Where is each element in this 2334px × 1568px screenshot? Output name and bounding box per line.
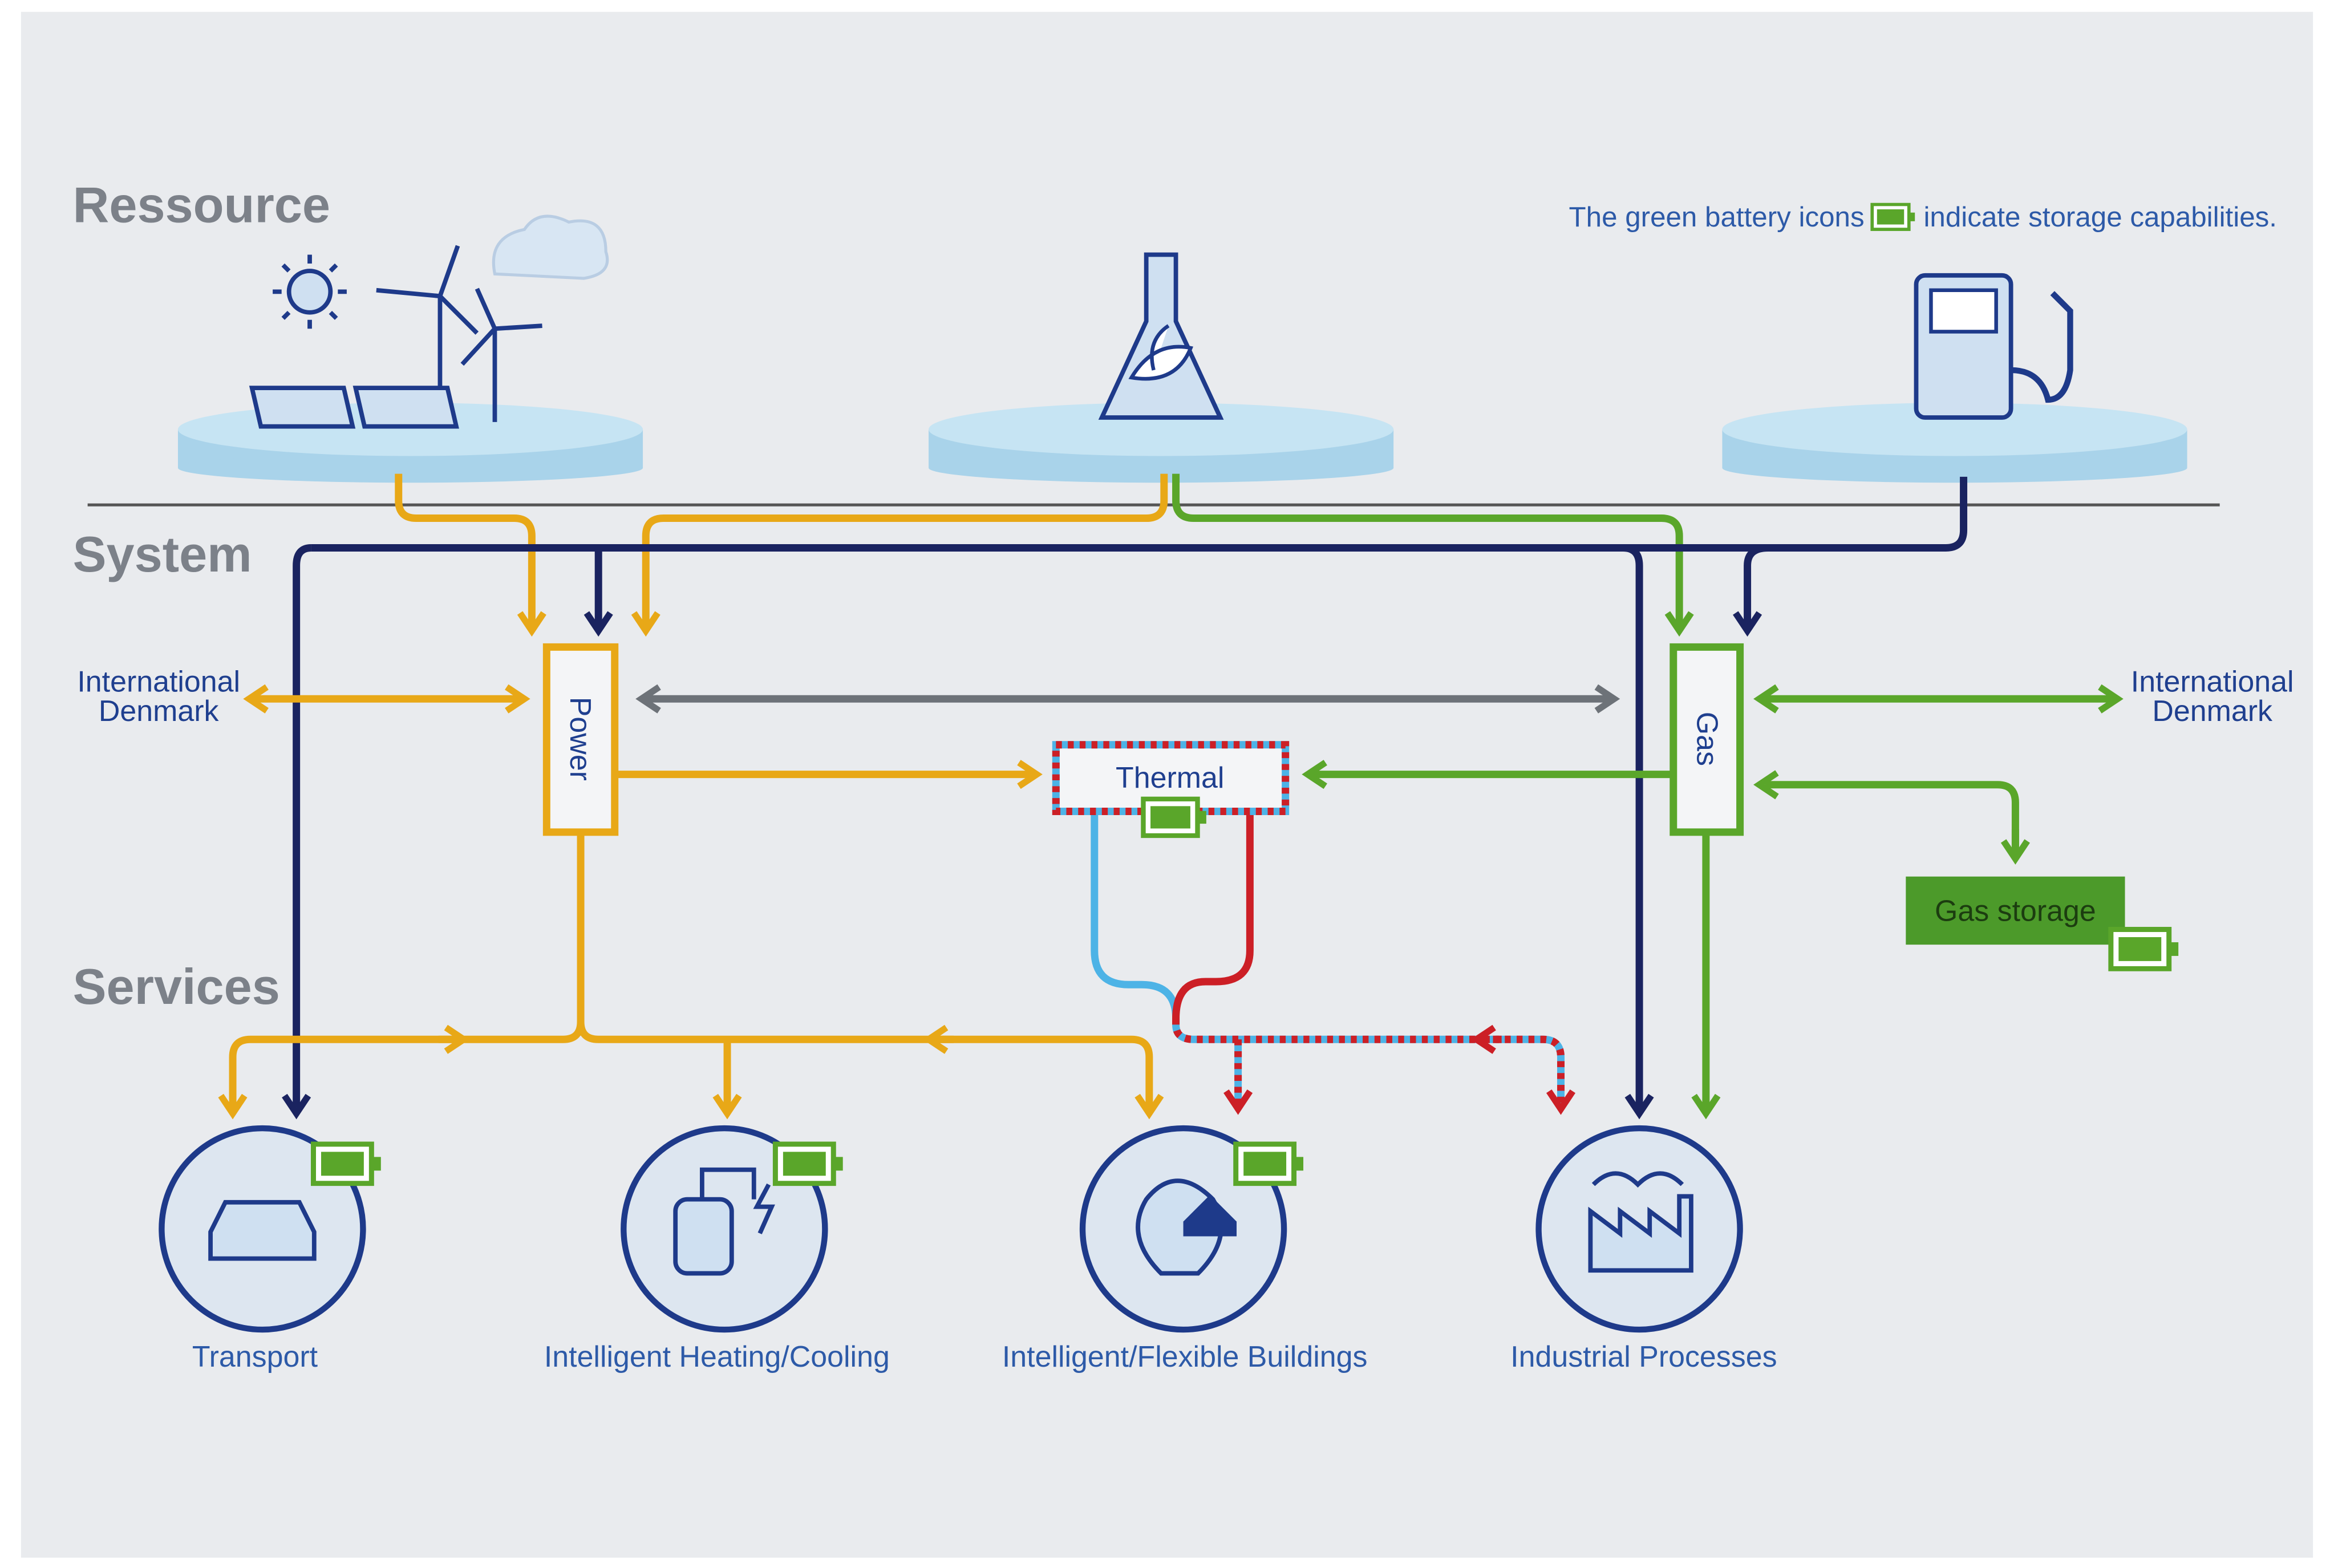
gas-storage-node-text: Gas storage xyxy=(1935,895,2096,928)
service-transport-use xyxy=(313,1144,380,1184)
resource-platforms-g-ellipse xyxy=(178,453,643,483)
thermal-node-text: Thermal xyxy=(1116,761,1224,795)
diagram: Ressource System Services The green batt… xyxy=(0,0,2334,1568)
service-heating-text: Intelligent Heating/Cooling xyxy=(544,1340,890,1373)
power-node: Power xyxy=(546,647,614,832)
service-heating-rect xyxy=(675,1200,732,1274)
storage-note-use xyxy=(1872,204,1915,229)
thermal-node-use xyxy=(1143,799,1206,836)
power-node-text: Power xyxy=(564,697,597,781)
storage-note-text: The green battery icons xyxy=(1569,201,1865,233)
gas-node-text: Gas xyxy=(1690,712,1723,766)
service-buildings-use xyxy=(1236,1144,1303,1184)
section-labels-text: System xyxy=(73,526,252,582)
fuel-pump-icon-rect xyxy=(1931,290,1996,332)
international-labels-text: International xyxy=(77,665,240,698)
gas-storage-node-use xyxy=(2111,929,2178,969)
renewables-icon-circle xyxy=(289,271,331,313)
service-heating-use xyxy=(775,1144,842,1184)
section-labels-text: Services xyxy=(73,958,280,1015)
service-industrial-text: Industrial Processes xyxy=(1510,1340,1777,1373)
gas-node: Gas xyxy=(1673,647,1740,832)
service-transport-text: Transport xyxy=(192,1340,318,1373)
section-labels-text: Ressource xyxy=(73,176,330,233)
international-labels-text: Denmark xyxy=(2152,695,2273,728)
service-transport-path xyxy=(210,1202,314,1259)
international-labels-text: Denmark xyxy=(99,695,220,728)
service-buildings-text: Intelligent/Flexible Buildings xyxy=(1002,1340,1368,1373)
international-labels-text: International xyxy=(2131,665,2294,698)
storage-note-text: indicate storage capabilities. xyxy=(1923,201,2277,233)
resource-platforms-g-ellipse xyxy=(1722,453,2187,483)
